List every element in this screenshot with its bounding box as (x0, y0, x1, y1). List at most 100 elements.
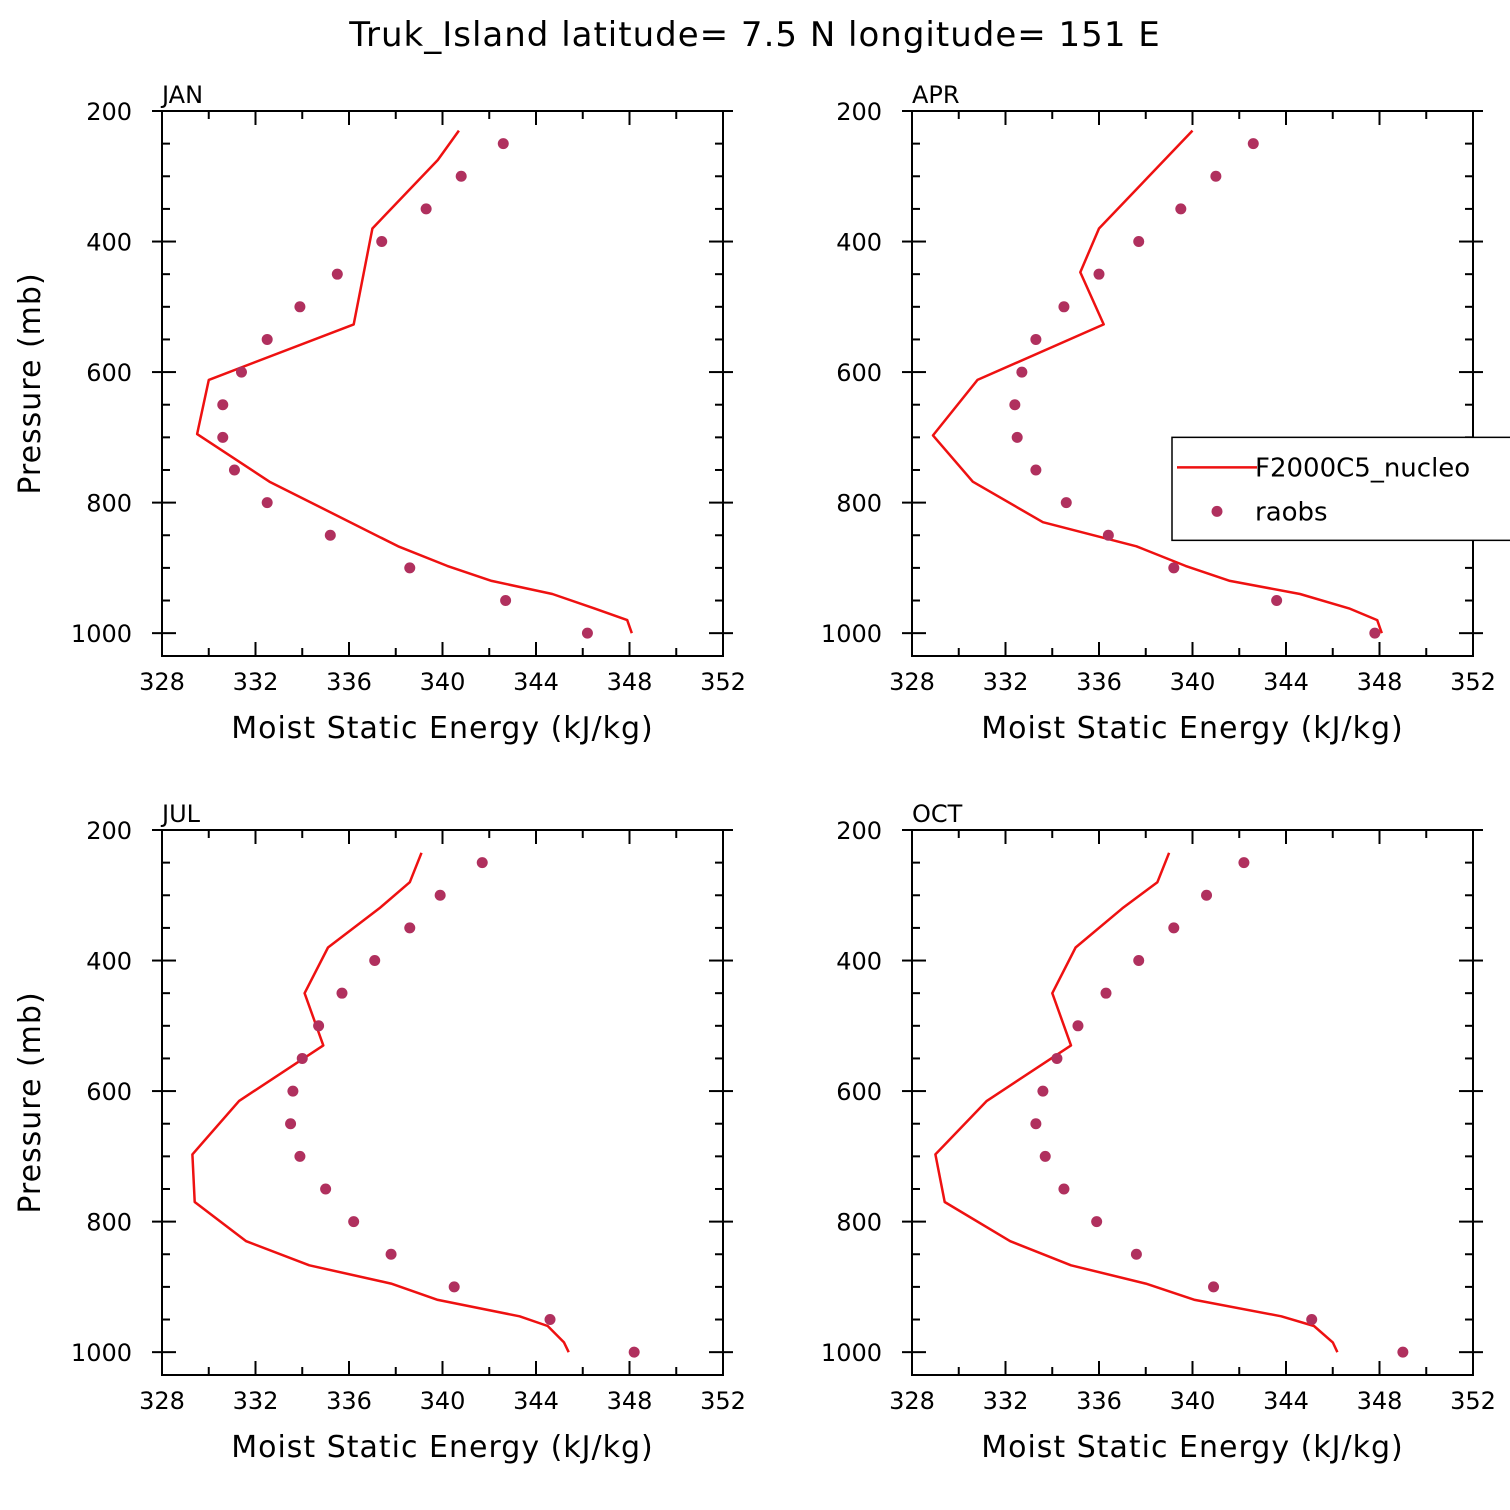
model-series-line (931, 129, 1383, 634)
x-tick-label: 344 (1263, 668, 1309, 696)
panel-label: JAN (160, 81, 203, 109)
y-tick-label: 400 (836, 229, 882, 257)
raobs-point (1130, 1248, 1142, 1260)
raobs-point (1060, 497, 1072, 509)
raobs-point (1030, 1118, 1042, 1130)
x-tick-label: 336 (1076, 1387, 1122, 1415)
y-axis-label: Pressure (mb) (13, 272, 48, 494)
raobs-point (285, 1118, 297, 1130)
panels: JAN 328 332 336 340 344 348 352 200 400 600 800 1000… (13, 81, 1510, 1465)
plot-frame (911, 110, 1474, 657)
y-tick-label: 800 (86, 490, 132, 518)
legend-label-model: F2000C5_nucleo (1255, 453, 1470, 483)
raobs-point (1100, 987, 1112, 999)
raobs-point (497, 138, 509, 150)
raobs-point (261, 333, 273, 345)
x-tick-label: 352 (700, 1387, 746, 1415)
y-tick-label: 600 (836, 1078, 882, 1106)
raobs-point (331, 268, 343, 280)
x-tick-label: 340 (1170, 668, 1216, 696)
raobs-point (1133, 955, 1145, 967)
raobs-point (235, 366, 247, 378)
raobs-point (296, 1052, 308, 1064)
x-tick-label: 348 (607, 1387, 653, 1415)
raobs-point (404, 562, 416, 574)
y-tick-label: 600 (86, 1078, 132, 1106)
raobs-point (1016, 366, 1028, 378)
raobs-point (287, 1085, 299, 1097)
plot-frame (161, 829, 724, 1376)
raobs-point (1091, 1216, 1103, 1228)
x-tick-label: 344 (513, 1387, 559, 1415)
raobs-point (217, 431, 229, 443)
raobs-point (1011, 431, 1023, 443)
y-tick-label: 800 (86, 1209, 132, 1237)
raobs-point (324, 529, 336, 541)
raobs-point (217, 399, 229, 411)
raobs-point (1058, 1183, 1070, 1195)
x-tick-label: 340 (420, 1387, 466, 1415)
x-tick-label: 336 (326, 668, 372, 696)
y-tick-label: 800 (836, 1209, 882, 1237)
raobs-point (385, 1248, 397, 1260)
plot-frame (161, 110, 724, 657)
panel-jul: JUL 328 332 336 340 344 348 352 200 400 600 800 1000… (13, 800, 746, 1465)
panel-jan: JAN 328 332 336 340 344 348 352 200 400 600 800 1000… (13, 81, 746, 746)
x-tick-label: 332 (233, 1387, 279, 1415)
x-tick-label: 344 (1263, 1387, 1309, 1415)
y-tick-label: 600 (836, 359, 882, 387)
x-axis-label: Moist Static Energy (kJ/kg) (981, 1430, 1404, 1465)
legend-box (1171, 436, 1510, 542)
raobs-point (1168, 562, 1180, 574)
legend-dot-swatch (1211, 505, 1223, 517)
raobs-point (369, 955, 381, 967)
x-tick-label: 328 (139, 1387, 185, 1415)
raobs-point (1306, 1314, 1318, 1326)
raobs-point (581, 627, 593, 639)
y-tick-label: 1000 (71, 620, 132, 648)
model-series-line (934, 852, 1339, 1353)
y-tick-label: 1000 (71, 1339, 132, 1367)
raobs-point (1133, 236, 1145, 248)
raobs-point (320, 1183, 332, 1195)
raobs-point (1102, 529, 1114, 541)
y-tick-label: 600 (86, 359, 132, 387)
raobs-point (1201, 889, 1213, 901)
x-tick-label: 332 (983, 1387, 1029, 1415)
raobs-point (404, 922, 416, 934)
raobs-point (1030, 464, 1042, 476)
panel-label: APR (912, 81, 960, 109)
y-tick-label: 200 (86, 98, 132, 126)
model-series-line (195, 129, 633, 634)
y-tick-label: 400 (86, 229, 132, 257)
raobs-point (1051, 1052, 1063, 1064)
x-tick-label: 352 (700, 668, 746, 696)
raobs-point (448, 1281, 460, 1293)
raobs-point (1210, 170, 1222, 182)
raobs-point (1058, 301, 1070, 313)
legend-label-obs: raobs (1255, 497, 1328, 527)
raobs-point (1369, 627, 1381, 639)
panel-label: JUL (160, 800, 201, 828)
raobs-point (1039, 1150, 1051, 1162)
raobs-point (1208, 1281, 1220, 1293)
raobs-point (261, 497, 273, 509)
raobs-point (1030, 333, 1042, 345)
x-axis-label: Moist Static Energy (kJ/kg) (981, 711, 1404, 746)
raobs-point (628, 1346, 640, 1358)
x-tick-label: 336 (1076, 668, 1122, 696)
panel-oct: OCT 328 332 336 340 344 348 352 200 400 600 800 1000… (821, 800, 1496, 1465)
x-tick-label: 328 (889, 1387, 935, 1415)
raobs-point (1247, 138, 1259, 150)
x-tick-label: 352 (1450, 1387, 1496, 1415)
x-tick-label: 344 (513, 668, 559, 696)
panel-apr: APR 328 332 336 340 344 348 352 200 400 600 800 1000… (821, 81, 1510, 746)
x-tick-label: 340 (1170, 1387, 1216, 1415)
x-tick-label: 340 (420, 668, 466, 696)
raobs-point (455, 170, 467, 182)
x-tick-label: 332 (983, 668, 1029, 696)
raobs-point (1093, 268, 1105, 280)
y-tick-label: 1000 (821, 1339, 882, 1367)
